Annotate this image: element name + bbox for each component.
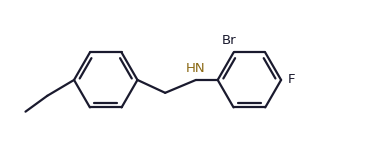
- Text: F: F: [288, 74, 296, 86]
- Text: Br: Br: [221, 34, 236, 46]
- Text: HN: HN: [186, 62, 206, 75]
